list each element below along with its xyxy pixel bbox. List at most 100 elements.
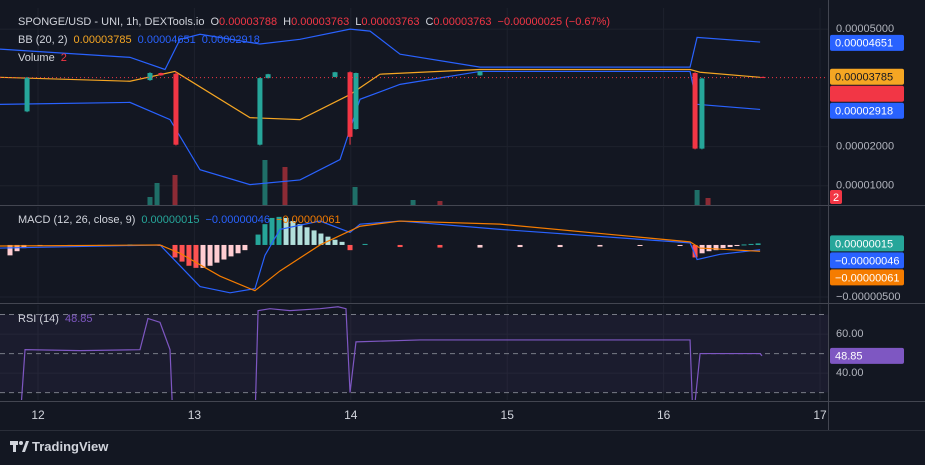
histogram-bar (597, 244, 603, 247)
ohlc: C0.00003763 (425, 16, 491, 28)
price-badge (830, 85, 904, 102)
histogram-bar (748, 243, 754, 245)
candle-body (332, 72, 338, 77)
pane-plot (0, 216, 761, 294)
tradingview-logo (10, 441, 29, 452)
price-badge (830, 252, 904, 269)
candle-body (257, 78, 263, 145)
price-badge-label: −0.00000061 (835, 272, 900, 284)
x-tick-label: 17 (813, 408, 827, 422)
x-tick-label: 13 (188, 408, 202, 422)
price-badge (830, 235, 904, 252)
histogram-bar (290, 221, 296, 245)
histogram-bar (332, 239, 338, 245)
histogram-bar (304, 227, 310, 245)
volume-badge (830, 190, 842, 204)
histogram-bar (262, 224, 268, 245)
ohlc-label: O (210, 16, 220, 28)
histogram-bar (727, 244, 733, 248)
histogram-bar (200, 244, 206, 268)
candle-body (353, 73, 359, 130)
histogram-bar (179, 244, 185, 262)
price-badge (830, 34, 904, 51)
ohlc: O0.00003788 (210, 16, 277, 28)
price-badge-label: 0.00004651 (835, 38, 893, 50)
rsi-legend: RSI (14) 48.85 (18, 313, 93, 325)
volume-bar (694, 190, 700, 205)
ohlc: H0.00003763 (283, 16, 349, 28)
line (20, 306, 763, 400)
candle-body (265, 74, 271, 79)
histogram-bar (734, 244, 740, 247)
x-tick-label: 15 (501, 408, 515, 422)
histogram-bar (637, 244, 643, 247)
header-legend: SPONGE/USD - UNI, 1h, DEXTools.io O0.000… (18, 16, 610, 28)
candle-body (24, 77, 30, 112)
histogram-bar (7, 244, 13, 256)
price-badge-label: −0.00000046 (835, 255, 900, 267)
line (0, 220, 761, 294)
histogram-bar (193, 244, 199, 268)
histogram-bar (699, 244, 705, 254)
histogram-bar (741, 244, 747, 246)
candle-body (347, 72, 353, 137)
ohlc-value: 0.00003788 (219, 16, 278, 28)
line (0, 68, 761, 121)
indicator-title: RSI (14) (18, 313, 59, 325)
brand: TradingView (32, 439, 109, 454)
histogram-bar (269, 217, 275, 245)
histogram-bar (235, 244, 241, 254)
ohlc-label: L (355, 16, 362, 28)
histogram-bar (297, 224, 303, 245)
histogram-bar (720, 244, 726, 249)
histogram-bar (517, 244, 523, 248)
change: −0.00000025 (−0.67%) (497, 16, 611, 28)
histogram-bar (692, 244, 698, 258)
volume-bar (147, 197, 153, 205)
legend-value: 0.00000015 (141, 214, 200, 226)
histogram-bar (557, 244, 563, 248)
histogram-bar (677, 244, 683, 246)
legend-value: 0.00003785 (73, 34, 132, 46)
histogram-bar (477, 244, 483, 248)
histogram-bar (311, 230, 317, 245)
line (0, 70, 761, 186)
histogram-bar (242, 244, 248, 251)
histogram-bar (207, 244, 213, 266)
pane-plot (0, 28, 766, 205)
y-tick-label: 0.00005000 (836, 23, 894, 35)
histogram-bar (214, 244, 220, 263)
candle-body (692, 73, 698, 149)
volume-legend: Volume 2 (18, 52, 67, 64)
histogram-bar (713, 244, 719, 251)
legend-value: −0.00000046 (205, 214, 271, 226)
x-tick-label: 14 (344, 408, 358, 422)
histogram-bar (221, 244, 227, 260)
histogram-bar (186, 244, 192, 266)
ohlc-label: H (283, 16, 292, 28)
volume-badge-label: 2 (833, 192, 839, 204)
y-tick-label: 0.00002000 (836, 141, 894, 153)
indicator-title: Volume (18, 52, 55, 64)
y-tick-label: 40.00 (836, 367, 864, 379)
volume-bar (154, 183, 160, 205)
volume-bar (705, 198, 711, 205)
pane-plot (0, 306, 828, 400)
histogram-bar (437, 244, 443, 248)
histogram-bar (755, 243, 761, 245)
y-tick-label: 0.00001000 (836, 180, 894, 192)
histogram-bar (339, 241, 345, 245)
volume-bar (410, 200, 416, 205)
legend-value: 48.85 (64, 313, 93, 325)
histogram-bar (362, 243, 368, 245)
legend-value: 0.00004651 (137, 34, 196, 46)
ohlc: L0.00003763 (355, 16, 419, 28)
candle-body (173, 73, 179, 145)
candle-body (760, 76, 766, 78)
indicator-title: BB (20, 2) (18, 34, 68, 46)
indicator-title: MACD (12, 26, close, 9) (18, 214, 136, 226)
ohlc-label: C (425, 16, 434, 28)
x-tick-label: 12 (31, 408, 45, 422)
